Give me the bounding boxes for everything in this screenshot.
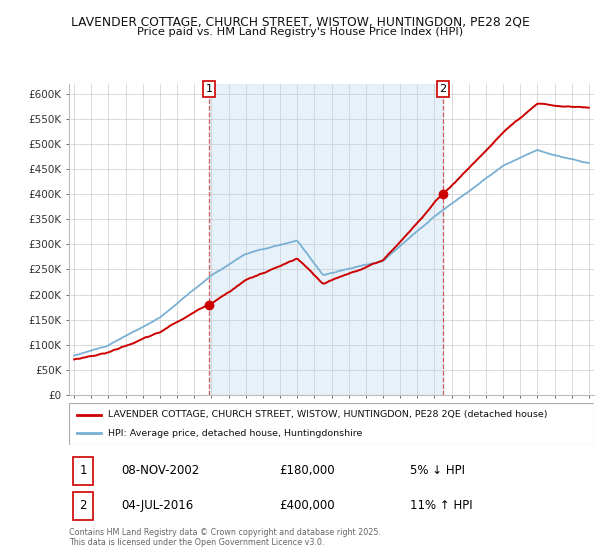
Text: HPI: Average price, detached house, Huntingdonshire: HPI: Average price, detached house, Hunt… [109, 429, 363, 438]
Text: 08-NOV-2002: 08-NOV-2002 [121, 464, 200, 477]
Text: Price paid vs. HM Land Registry's House Price Index (HPI): Price paid vs. HM Land Registry's House … [137, 27, 463, 37]
Text: 1: 1 [79, 464, 87, 477]
Bar [209, 84, 443, 395]
Text: 04-JUL-2016: 04-JUL-2016 [121, 500, 194, 512]
Text: £400,000: £400,000 [279, 500, 335, 512]
Bar [73, 492, 93, 520]
Text: Contains HM Land Registry data © Crown copyright and database right 2025.
This d: Contains HM Land Registry data © Crown c… [69, 528, 381, 547]
Text: 2: 2 [439, 84, 446, 94]
Text: LAVENDER COTTAGE, CHURCH STREET, WISTOW, HUNTINGDON, PE28 2QE (detached house): LAVENDER COTTAGE, CHURCH STREET, WISTOW,… [109, 410, 548, 419]
Bar [73, 457, 93, 485]
Text: 2: 2 [79, 500, 87, 512]
Text: £180,000: £180,000 [279, 464, 335, 477]
Text: 5% ↓ HPI: 5% ↓ HPI [410, 464, 465, 477]
Text: LAVENDER COTTAGE, CHURCH STREET, WISTOW, HUNTINGDON, PE28 2QE: LAVENDER COTTAGE, CHURCH STREET, WISTOW,… [71, 16, 529, 29]
Text: 1: 1 [205, 84, 212, 94]
Text: 11% ↑ HPI: 11% ↑ HPI [410, 500, 473, 512]
